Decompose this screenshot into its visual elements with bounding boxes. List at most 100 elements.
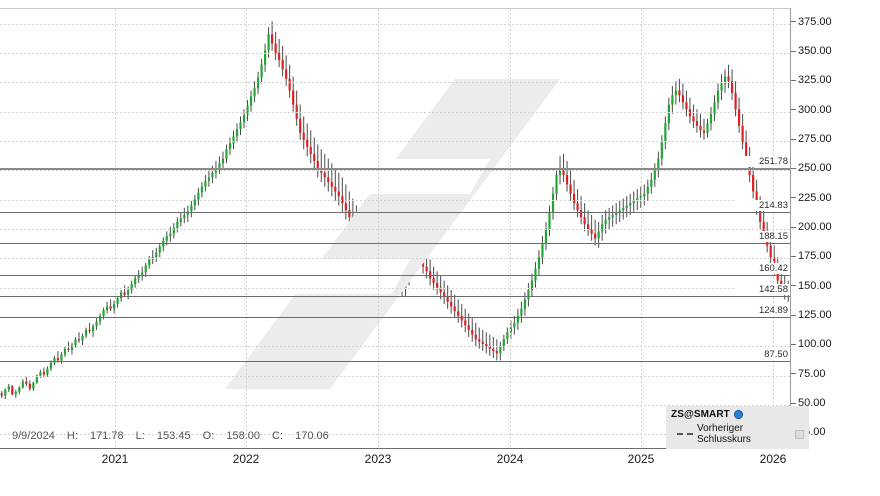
level-label-142-58: 142.58 (734, 284, 790, 296)
gridline-2021 (115, 9, 116, 449)
tick-mark (791, 314, 796, 316)
ohlc-close: 170.06 (295, 430, 329, 442)
legend-series-label: Vorheriger Schlusskurs (697, 423, 751, 445)
tick-mark (791, 21, 796, 23)
level-line-124-89 (0, 317, 790, 319)
gridline-2026 (773, 9, 774, 449)
price-tick-375: 375.00 (791, 16, 832, 28)
price-tick-200: 200.00 (791, 221, 832, 233)
chart-legend[interactable]: ZS@SMART Vorheriger Schlusskurs (666, 406, 809, 449)
year-label-2022: 2022 (232, 452, 260, 466)
gridline-375-00 (0, 23, 790, 25)
gridline-50-00 (0, 405, 790, 406)
year-label-2023: 2023 (364, 452, 392, 466)
price-tick-125: 125.00 (791, 309, 832, 321)
price-tick-label: 150.00 (798, 279, 832, 292)
gridline-2025 (641, 9, 642, 449)
price-axis[interactable]: 375.00 350.00 325.00 300.00 275.00 250.00 225.… (791, 8, 880, 448)
tick-mark (791, 167, 796, 169)
tick-mark (791, 226, 796, 228)
year-label-2025: 2025 (627, 452, 655, 466)
price-tick-label: 275.00 (798, 133, 832, 146)
legend-color-swatch[interactable] (795, 429, 804, 439)
level-line-142-58 (0, 296, 790, 298)
price-tick-label: 175.00 (798, 250, 832, 263)
gridline-325-00 (0, 82, 790, 84)
tick-mark (791, 197, 796, 199)
gridline-350-00 (0, 53, 790, 54)
tick-mark (791, 109, 796, 111)
legend-series-row[interactable]: Vorheriger Schlusskurs (671, 423, 804, 445)
tick-mark (791, 343, 796, 345)
price-tick-175: 175.00 (791, 250, 832, 262)
level-line-87-50 (0, 361, 790, 362)
price-tick-label: 200.00 (798, 221, 832, 234)
level-label-160-42: 160.42 (734, 263, 790, 275)
gridline-300-00 (0, 111, 790, 113)
ohlc-open-label: O: (202, 430, 215, 442)
gridline-250-00 (0, 170, 790, 172)
level-label-214-83: 214.83 (734, 199, 790, 211)
price-tick-325: 325.00 (791, 74, 832, 86)
price-tick-label: 100.00 (798, 338, 832, 351)
gridline-275-00 (0, 141, 790, 142)
price-tick-label: 350.00 (798, 45, 832, 58)
gridline-2022 (246, 9, 247, 449)
gridline-2024 (510, 9, 511, 449)
dashed-line-marker-icon (677, 433, 693, 435)
price-tick-label: 375.00 (798, 15, 832, 28)
gridline-2023 (378, 9, 379, 449)
x-axis-line (0, 448, 791, 449)
price-tick-275: 275.00 (791, 133, 832, 145)
ohlc-open: 158.00 (226, 430, 260, 442)
price-tick-label: 300.00 (798, 103, 832, 116)
tick-mark (791, 50, 796, 52)
ohlc-close-label: C: (272, 430, 284, 442)
gridline-75-00 (0, 375, 790, 377)
price-tick-label: 75.00 (798, 367, 826, 380)
ohlc-low: 153.45 (156, 430, 191, 442)
axis-separator (790, 8, 791, 448)
tick-mark (791, 373, 796, 375)
price-tick-150: 150.00 (791, 280, 832, 292)
ohlc-high-label: H: (66, 430, 78, 442)
price-tick-label: 225.00 (798, 191, 832, 204)
price-tick-250: 250.00 (791, 162, 832, 174)
ohlc-high: 171.78 (89, 430, 124, 442)
year-label-2024: 2024 (496, 452, 524, 466)
level-line-188-15 (0, 242, 790, 244)
year-label-2021: 2021 (101, 452, 129, 466)
price-tick-label: 325.00 (798, 74, 832, 87)
price-tick-350: 350.00 (791, 45, 832, 57)
ohlc-date: 9/9/2024 (12, 430, 55, 442)
gridline-175-00 (0, 258, 790, 260)
tick-mark (791, 138, 796, 140)
tick-mark (791, 255, 796, 257)
level-label-251-78: 251.78 (734, 156, 790, 168)
price-tick-100: 100.00 (791, 338, 832, 350)
price-tick-225: 225.00 (791, 192, 832, 204)
globe-icon (733, 410, 743, 419)
price-tick-label: 250.00 (798, 162, 832, 175)
ohlc-status-line: 9/9/2024 H: 171.78 L: 153.45 O: 158.00 C… (12, 430, 338, 442)
level-label-87-50: 87.50 (734, 349, 790, 360)
tick-mark (791, 79, 796, 81)
chart-plot-area[interactable] (0, 8, 791, 449)
level-line-251-78 (0, 168, 790, 171)
tick-mark (791, 285, 796, 287)
year-label-2026: 2026 (759, 452, 787, 466)
legend-symbol-row: ZS@SMART (671, 409, 804, 420)
gridline-150-00 (0, 287, 790, 289)
ohlc-low-label: L: (135, 430, 145, 442)
price-tick-label: 125.00 (798, 309, 832, 322)
price-tick-75: 75.00 (791, 368, 826, 380)
level-line-160-42 (0, 275, 790, 277)
level-label-188-15: 188.15 (734, 230, 790, 242)
level-line-214-83 (0, 211, 790, 213)
gridline-200-00 (0, 229, 790, 230)
legend-symbol: ZS@SMART (671, 409, 730, 420)
price-tick-300: 300.00 (791, 104, 832, 116)
level-label-124-89: 124.89 (734, 305, 790, 317)
gridline-225-00 (0, 199, 790, 201)
